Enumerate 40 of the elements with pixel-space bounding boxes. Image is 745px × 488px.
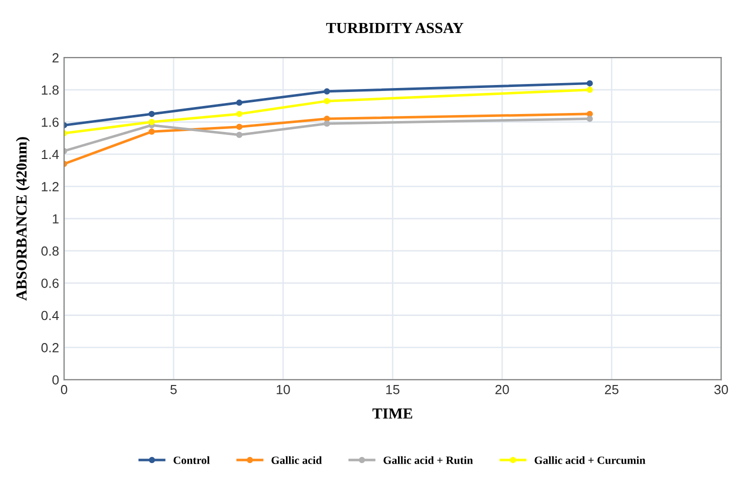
x-tick-label: 5 [170,385,177,394]
point [236,124,242,130]
x-tick-label: 25 [604,384,618,394]
y-tick-label: 1.4 [42,150,59,159]
y-tick-label: 1.2 [42,182,59,192]
x-axis-title: TIME [372,408,412,419]
y-tick-label: 0.6 [41,278,59,288]
legend-label: Gallic acid + Rutin [384,456,473,464]
y-tick-label: 0.4 [41,310,59,320]
chart-title: TURBIDITY ASSAY [326,22,464,34]
point [236,132,242,138]
point [236,110,242,118]
legend-label: Gallic acid + Curcumin [534,456,646,464]
point [324,116,330,122]
y-tick-label: 2 [52,53,59,62]
x-tick-label: 30 [714,384,728,394]
x-tick-label: 10 [276,384,290,394]
x-tick-label: 15 [386,385,400,394]
y-tick-label: 1 [52,214,59,224]
point [236,100,242,106]
y-axis-title: ABSORBANCE (420nm) [16,137,30,301]
point [324,88,330,95]
point [324,120,330,127]
point [586,86,593,93]
point [586,110,593,118]
point [586,80,593,86]
x-tick-label: 20 [495,384,509,394]
y-tick-label: 0.2 [41,343,59,352]
point [586,116,593,122]
y-tick-label: 1.6 [42,118,59,127]
y-tick-label: 0.8 [41,246,59,256]
y-tick-label: 1.8 [42,85,59,95]
legend-label: Control [174,456,210,464]
x-tick-label: 0 [60,384,68,394]
point [148,128,155,135]
y-tick-label: 0 [52,375,59,385]
legend-label: Gallic acid [272,456,322,464]
point [324,98,330,104]
point [148,118,155,126]
point [148,110,155,118]
